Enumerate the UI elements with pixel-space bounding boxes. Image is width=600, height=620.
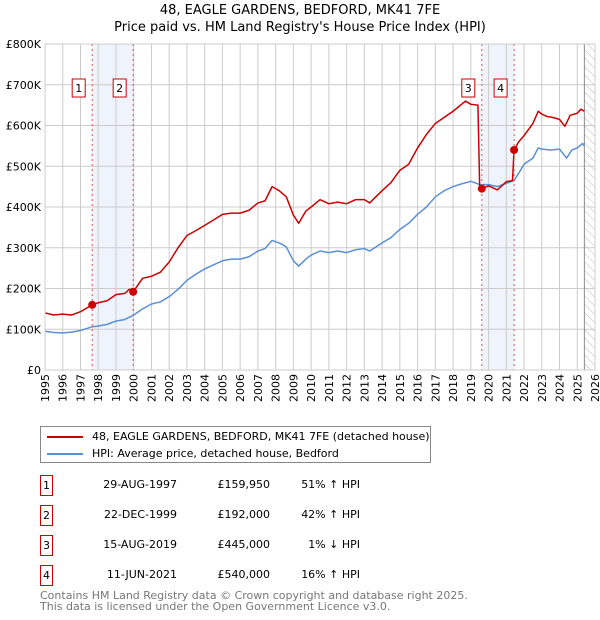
transaction-hpi-change: 42% ↑ HPI: [301, 508, 360, 521]
transaction-label: 4: [497, 82, 504, 95]
x-tick-label: 2005: [216, 374, 229, 402]
x-tick-label: 1999: [110, 374, 123, 402]
footer-copyright: Contains HM Land Registry data © Crown c…: [40, 589, 468, 602]
transaction-label-box: [493, 78, 508, 98]
transaction-date: 22-DEC-1999: [103, 508, 177, 521]
legend-item-hpi: HPI: Average price, detached house, Bedf…: [47, 447, 339, 460]
y-tick-label: £300K: [6, 242, 42, 255]
transaction-point: [510, 145, 519, 154]
x-tick-label: 2010: [305, 374, 318, 402]
y-tick-label: £400K: [6, 201, 42, 214]
transaction-row: 2 22-DEC-1999 £192,000 42% ↑ HPI: [40, 505, 440, 526]
y-tick-label: £100K: [6, 323, 42, 336]
transaction-price: £540,000: [217, 568, 271, 581]
legend-item-property: 48, EAGLE GARDENS, BEDFORD, MK41 7FE (de…: [47, 430, 430, 443]
x-tick-label: 2007: [252, 374, 265, 402]
x-tick-label: 2011: [323, 374, 336, 402]
y-tick-label: £600K: [6, 120, 42, 133]
transaction-label-box: [112, 78, 127, 98]
x-tick-label: 2015: [394, 374, 407, 402]
x-tick-label: 2001: [145, 374, 158, 402]
x-tick-label: 2024: [554, 374, 567, 402]
x-tick-label: 2021: [500, 374, 513, 402]
transaction-number: 1: [40, 475, 53, 496]
x-tick-label: 2013: [358, 374, 371, 402]
transaction-date: 29-AUG-1997: [103, 478, 177, 491]
legend-label: 48, EAGLE GARDENS, BEDFORD, MK41 7FE (de…: [92, 430, 430, 443]
chart-subtitle: Price paid vs. HM Land Registry's House …: [114, 20, 486, 35]
transaction-price: £445,000: [217, 538, 271, 551]
y-tick-label: £500K: [6, 160, 42, 173]
transaction-number: 3: [40, 535, 53, 556]
y-tick-label: £700K: [6, 79, 42, 92]
x-tick-label: 2016: [412, 374, 425, 402]
x-tick-label: 2019: [465, 374, 478, 402]
legend-label: HPI: Average price, detached house, Bedf…: [92, 447, 339, 460]
x-tick-label: 2009: [287, 374, 300, 402]
transaction-hpi-change: 51% ↑ HPI: [301, 478, 360, 491]
x-tick-label: 2026: [589, 374, 600, 402]
x-tick-label: 2002: [163, 374, 176, 402]
transaction-row: 4 11-JUN-2021 £540,000 16% ↑ HPI: [40, 565, 440, 586]
transaction-label-box: [71, 78, 86, 98]
footer-licence: This data is licensed under the Open Gov…: [40, 600, 391, 613]
x-tick-label: 2006: [234, 374, 247, 402]
legend-swatch-blue: [47, 452, 83, 455]
y-tick-label: £200K: [6, 283, 42, 296]
x-tick-label: 1998: [92, 374, 105, 402]
legend: 48, EAGLE GARDENS, BEDFORD, MK41 7FE (de…: [40, 426, 431, 463]
transaction-point: [88, 300, 97, 309]
x-tick-label: 2014: [376, 374, 389, 402]
transaction-row: 1 29-AUG-1997 £159,950 51% ↑ HPI: [40, 475, 440, 496]
x-tick-label: 2003: [181, 374, 194, 402]
series-line: [44, 100, 585, 316]
price-chart: 1995 1996 1997 1998 1999 2000 2001 2002 2003 2004…: [6, 38, 600, 402]
x-tick-label: 1995: [39, 374, 52, 402]
transaction-point: [477, 184, 486, 193]
x-tick-label: 2017: [429, 374, 442, 402]
series-line: [44, 142, 585, 334]
transaction-label: 2: [116, 82, 123, 95]
x-tick-label: 1996: [57, 374, 70, 402]
y-tick-label: £800K: [6, 38, 42, 51]
transaction-number: 2: [40, 505, 53, 526]
transaction-hpi-change: 1% ↓ HPI: [308, 538, 360, 551]
transaction-number: 4: [40, 565, 53, 586]
transaction-price: £159,950: [217, 478, 271, 491]
x-tick-label: 2004: [199, 374, 212, 402]
x-tick-label: 2008: [270, 374, 283, 402]
x-tick-label: 2025: [571, 374, 584, 402]
x-tick-label: 2018: [447, 374, 460, 402]
transaction-date: 11-JUN-2021: [106, 568, 177, 581]
x-tick-label: 2022: [518, 374, 531, 402]
x-tick-label: 2023: [536, 374, 549, 402]
transaction-label: 1: [75, 82, 82, 95]
transaction-point: [129, 287, 138, 296]
x-tick-label: 2000: [128, 374, 141, 402]
chart-title: 48, EAGLE GARDENS, BEDFORD, MK41 7FE: [159, 3, 441, 18]
transaction-label: 3: [465, 82, 472, 95]
x-tick-label: 2020: [483, 374, 496, 402]
transaction-hpi-change: 16% ↑ HPI: [301, 568, 360, 581]
transaction-price: £192,000: [217, 508, 271, 521]
transaction-label-box: [461, 78, 476, 98]
x-tick-label: 2012: [341, 374, 354, 402]
footer: Contains HM Land Registry data © Crown c…: [40, 590, 468, 612]
legend-swatch-red: [47, 435, 83, 438]
x-tick-label: 1997: [74, 374, 87, 402]
plot-frame: [44, 43, 596, 371]
y-tick-label: £0: [27, 364, 41, 377]
transaction-date: 15-AUG-2019: [103, 538, 177, 551]
transaction-row: 3 15-AUG-2019 £445,000 1% ↓ HPI: [40, 535, 440, 556]
